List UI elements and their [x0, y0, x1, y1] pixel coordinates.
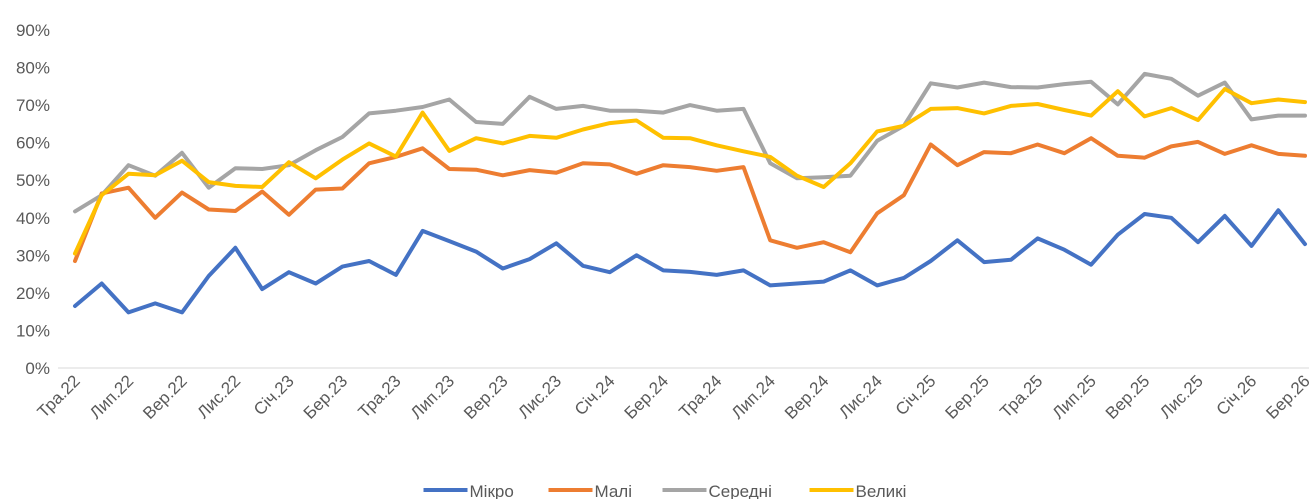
- y-tick-label: 0%: [25, 359, 50, 378]
- legend-label: Середні: [709, 482, 772, 499]
- x-tick-label: Тра.23: [355, 371, 405, 421]
- x-tick-label: Січ.25: [892, 371, 940, 419]
- series-line: [73, 71, 1307, 214]
- x-tick-label: Лис.25: [1156, 371, 1207, 422]
- legend-label: Мікро: [470, 482, 514, 499]
- y-tick-label: 70%: [16, 96, 50, 115]
- x-tick-label: Тра.22: [34, 371, 84, 421]
- x-tick-label: Лис.23: [514, 371, 565, 422]
- x-tick-label: Вер.23: [460, 371, 512, 423]
- y-tick-label: 20%: [16, 284, 50, 303]
- x-tick-label: Вер.22: [139, 371, 191, 423]
- x-tick-label: Січ.23: [250, 371, 298, 419]
- y-tick-label: 30%: [16, 246, 50, 265]
- y-tick-label: 10%: [16, 321, 50, 340]
- x-tick-label: Лип.24: [728, 371, 779, 422]
- x-tick-label: Тра.24: [675, 371, 725, 421]
- x-tick-label: Бер.23: [300, 371, 351, 422]
- series-line: [73, 208, 1307, 315]
- y-tick-label: 60%: [16, 134, 50, 153]
- x-tick-label: Січ.24: [571, 371, 619, 419]
- x-tick-label: Вер.25: [1102, 371, 1154, 423]
- series-line: [73, 136, 1307, 263]
- x-tick-label: Бер.25: [942, 371, 993, 422]
- y-tick-label: 50%: [16, 171, 50, 190]
- y-tick-label: 40%: [16, 209, 50, 228]
- x-tick-label: Січ.26: [1213, 371, 1261, 419]
- x-tick-label: Тра.25: [996, 371, 1046, 421]
- x-tick-label: Вер.24: [781, 371, 833, 423]
- y-tick-label: 80%: [16, 59, 50, 78]
- x-tick-label: Лис.24: [835, 371, 886, 422]
- legend-label: Малі: [595, 482, 633, 499]
- legend-label: Великі: [856, 482, 907, 499]
- y-tick-label: 90%: [16, 21, 50, 40]
- x-tick-label: Бер.24: [621, 371, 672, 422]
- series-line: [73, 87, 1307, 256]
- x-tick-label: Лип.25: [1049, 371, 1100, 422]
- x-tick-label: Лип.23: [407, 371, 458, 422]
- x-tick-label: Лис.22: [193, 371, 244, 422]
- x-tick-label: Лип.22: [86, 371, 137, 422]
- x-tick-label: Бер.26: [1262, 371, 1309, 422]
